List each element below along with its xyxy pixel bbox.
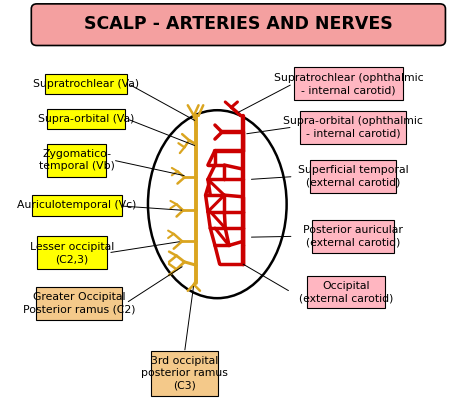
FancyBboxPatch shape [36,237,108,269]
Ellipse shape [148,110,287,298]
FancyBboxPatch shape [31,4,446,46]
FancyBboxPatch shape [47,144,106,177]
FancyBboxPatch shape [151,351,218,396]
Text: SCALP - ARTERIES AND NERVES: SCALP - ARTERIES AND NERVES [84,15,393,34]
Text: Zygomatico-
temporal (Vb): Zygomatico- temporal (Vb) [39,149,115,171]
Text: Greater Occipital
Posterior ramus (C2): Greater Occipital Posterior ramus (C2) [23,292,136,314]
Text: 3rd occipital
posterior ramus
(C3): 3rd occipital posterior ramus (C3) [141,356,228,391]
Text: Supratrochlear (ophthalmic
- internal carotid): Supratrochlear (ophthalmic - internal ca… [273,73,423,95]
Text: Superficial temporal
(external carotid): Superficial temporal (external carotid) [298,166,409,188]
FancyBboxPatch shape [310,160,396,193]
FancyBboxPatch shape [301,111,406,144]
FancyBboxPatch shape [36,287,122,320]
Text: Lesser occipital
(C2,3): Lesser occipital (C2,3) [30,242,114,264]
Text: Occipital
(external carotid): Occipital (external carotid) [299,281,393,303]
FancyBboxPatch shape [312,220,394,253]
Text: Supratrochlear (Va): Supratrochlear (Va) [33,79,139,89]
FancyBboxPatch shape [45,73,128,94]
Text: Supra-orbital (ophthalmic
- internal carotid): Supra-orbital (ophthalmic - internal car… [283,116,423,138]
FancyBboxPatch shape [294,67,403,100]
Text: Auriculotemporal (Vc): Auriculotemporal (Vc) [17,200,137,210]
Text: Posterior auricular
(external carotid): Posterior auricular (external carotid) [303,225,403,248]
Text: Supra-orbital (Va): Supra-orbital (Va) [38,114,134,124]
FancyBboxPatch shape [307,276,385,308]
FancyBboxPatch shape [32,195,122,216]
FancyBboxPatch shape [47,109,126,129]
